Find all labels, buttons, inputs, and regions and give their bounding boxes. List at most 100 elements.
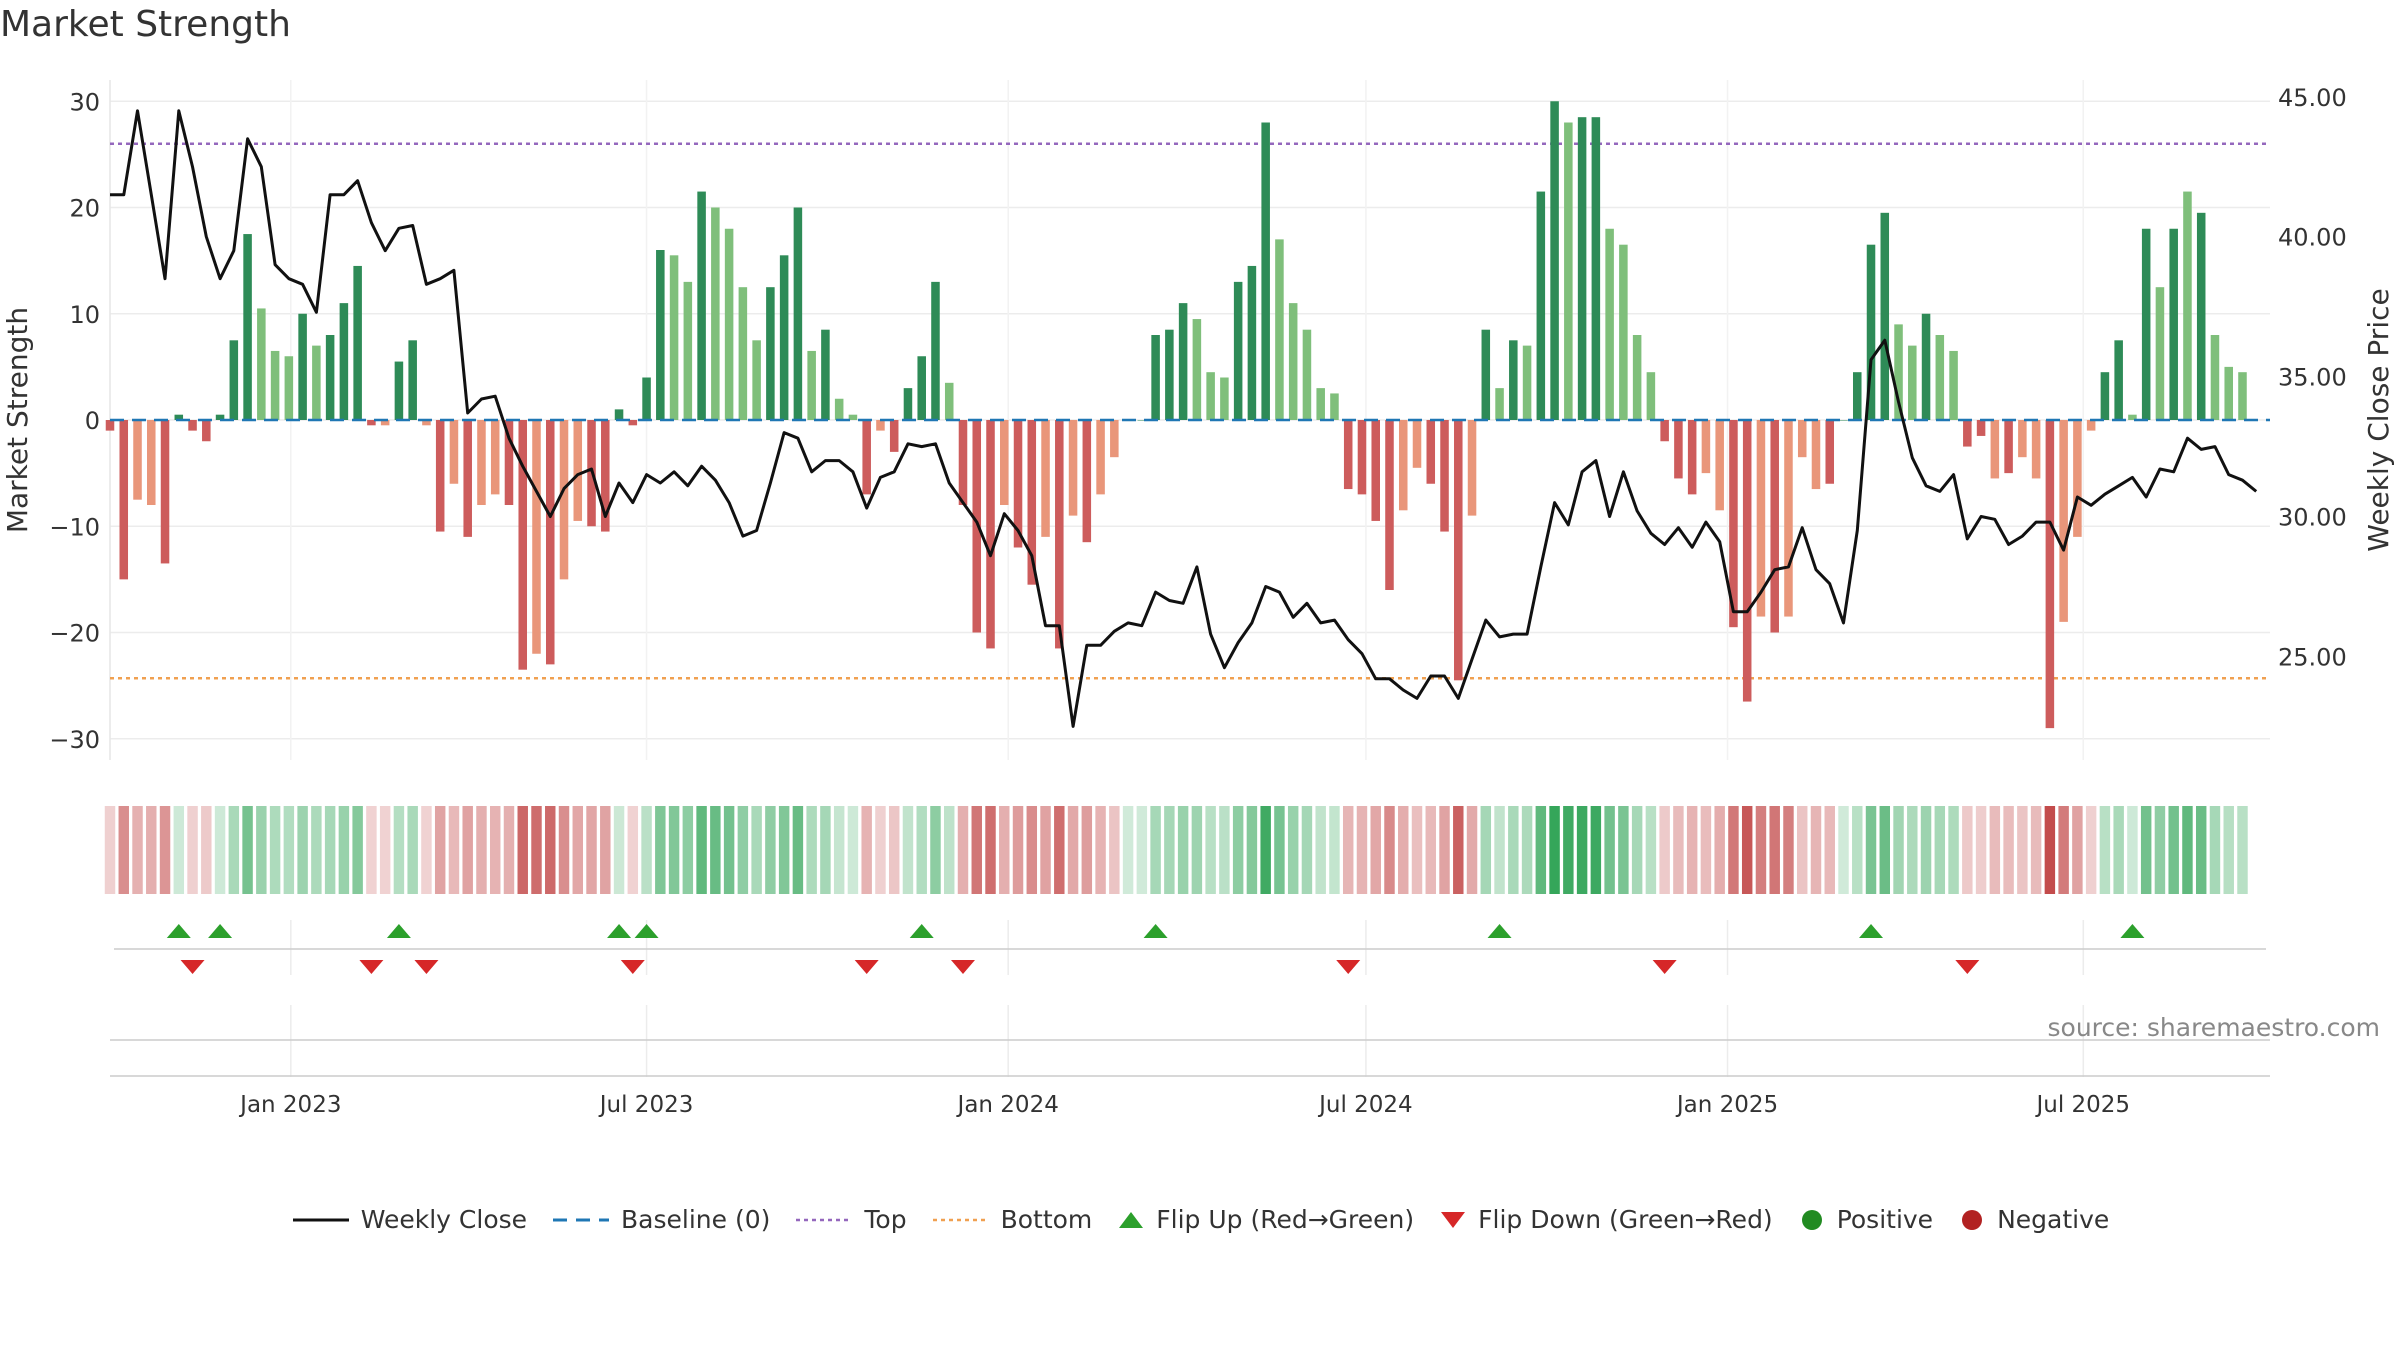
- strength-bar: [422, 420, 431, 426]
- strength-bar: [202, 420, 211, 442]
- strength-bar: [2045, 420, 2055, 729]
- strength-bar: [119, 420, 129, 580]
- strength-bar: [1412, 420, 1422, 468]
- heat-cell: [201, 806, 212, 894]
- heat-cell: [1563, 806, 1574, 894]
- legend-label: Baseline (0): [621, 1205, 771, 1234]
- strength-bar: [339, 303, 349, 420]
- strength-bar: [669, 255, 679, 420]
- heat-cell: [1164, 806, 1175, 894]
- heat-cell: [1535, 806, 1547, 894]
- red-dot-icon: [1962, 1209, 1983, 1230]
- heat-cell: [1315, 806, 1326, 894]
- y-tick-label: 20: [69, 195, 100, 223]
- heat-cell: [2127, 806, 2138, 894]
- legend-label: Negative: [1997, 1205, 2110, 1234]
- strength-bar: [1660, 420, 1669, 442]
- heat-cell: [696, 806, 707, 894]
- chart-legend: Weekly Close Baseline (0) Top Bottom Fli…: [0, 1205, 2400, 1234]
- heat-cell: [462, 806, 473, 894]
- strength-bar: [711, 207, 720, 420]
- heat-cell: [586, 806, 597, 894]
- strength-bar: [215, 414, 225, 420]
- y-tick-label: 0: [85, 407, 100, 435]
- strength-bar: [1467, 420, 1477, 516]
- strength-bar: [2183, 191, 2192, 420]
- heat-cell: [1549, 806, 1560, 894]
- heat-cell: [1026, 806, 1038, 894]
- strength-bar: [1041, 420, 1050, 537]
- y2-tick-label: 25.00: [2278, 643, 2347, 671]
- strength-bar: [1756, 420, 1766, 617]
- strength-bar: [353, 265, 362, 420]
- strength-bar: [1880, 212, 1890, 420]
- strength-bar: [284, 356, 294, 420]
- strength-bar: [1440, 420, 1449, 532]
- heat-cell: [1232, 806, 1244, 894]
- strength-bar: [738, 287, 748, 420]
- heat-cell: [531, 806, 542, 894]
- strength-bar: [435, 420, 445, 532]
- heat-cell: [1741, 806, 1753, 894]
- strength-bar: [1247, 265, 1257, 420]
- heat-cell: [1769, 806, 1780, 894]
- heat-cell: [1755, 806, 1767, 894]
- heat-cell: [1948, 806, 1959, 894]
- strength-bar: [1220, 377, 1229, 420]
- heat-cell: [2168, 806, 2179, 894]
- strength-bar: [2141, 228, 2151, 420]
- heat-cell: [118, 806, 129, 894]
- heat-cell: [1604, 806, 1615, 894]
- strength-bar: [504, 420, 514, 505]
- heat-cell: [833, 806, 845, 894]
- heat-cell: [256, 806, 267, 894]
- heat-cell: [2072, 806, 2083, 894]
- legend-flip-up[interactable]: Flip Up (Red→Green): [1116, 1205, 1414, 1234]
- flip-down-marker: [854, 960, 879, 974]
- strength-bar: [656, 250, 665, 420]
- heat-cell: [1287, 806, 1299, 894]
- legend-negative[interactable]: Negative: [1957, 1205, 2109, 1234]
- heat-cell: [2223, 806, 2234, 894]
- strength-bar: [1742, 420, 1752, 702]
- legend-flip-down[interactable]: Flip Down (Green→Red): [1438, 1205, 1773, 1234]
- strength-bar: [394, 361, 404, 420]
- x-tick-label: Jan 2025: [1675, 1092, 1778, 1118]
- strength-bar: [1233, 281, 1243, 420]
- legend-label: Flip Up (Red→Green): [1156, 1205, 1415, 1234]
- legend-bottom[interactable]: Bottom: [931, 1205, 1092, 1234]
- strength-bar: [821, 329, 830, 420]
- flip-down-marker: [1652, 960, 1677, 974]
- heat-cell: [1329, 806, 1340, 894]
- heat-cell: [366, 806, 377, 894]
- y-axis-title: Market Strength: [1, 307, 34, 533]
- y-tick-label: 10: [69, 301, 100, 329]
- green-dot-icon: [1801, 1209, 1822, 1230]
- x-tick-label: Jul 2023: [598, 1092, 694, 1118]
- heat-cell: [1645, 806, 1657, 894]
- strength-bar: [1990, 420, 2000, 479]
- legend-weekly-close[interactable]: Weekly Close: [291, 1205, 527, 1234]
- heat-cell: [710, 806, 721, 894]
- heat-cell: [1576, 806, 1588, 894]
- strength-bar: [408, 340, 417, 420]
- legend-label: Weekly Close: [360, 1205, 528, 1234]
- strength-bar: [1811, 420, 1821, 490]
- strength-bar: [986, 420, 995, 649]
- strength-bar: [1371, 420, 1380, 521]
- legend-positive[interactable]: Positive: [1797, 1205, 1933, 1234]
- heat-cell: [1439, 806, 1450, 894]
- strength-bar: [270, 350, 280, 420]
- legend-top[interactable]: Top: [794, 1205, 907, 1234]
- heat-cell: [311, 806, 322, 894]
- heat-cell: [1700, 806, 1712, 894]
- flip-down-marker: [1955, 960, 1980, 974]
- strength-bar: [1206, 372, 1215, 420]
- heat-cell: [2030, 806, 2042, 894]
- heat-cell: [214, 806, 226, 894]
- strength-bar: [614, 409, 624, 420]
- top-swatch-icon: [796, 1218, 853, 1221]
- strength-bar: [2169, 228, 2178, 420]
- legend-baseline[interactable]: Baseline (0): [551, 1205, 770, 1234]
- heat-cell: [1150, 806, 1161, 894]
